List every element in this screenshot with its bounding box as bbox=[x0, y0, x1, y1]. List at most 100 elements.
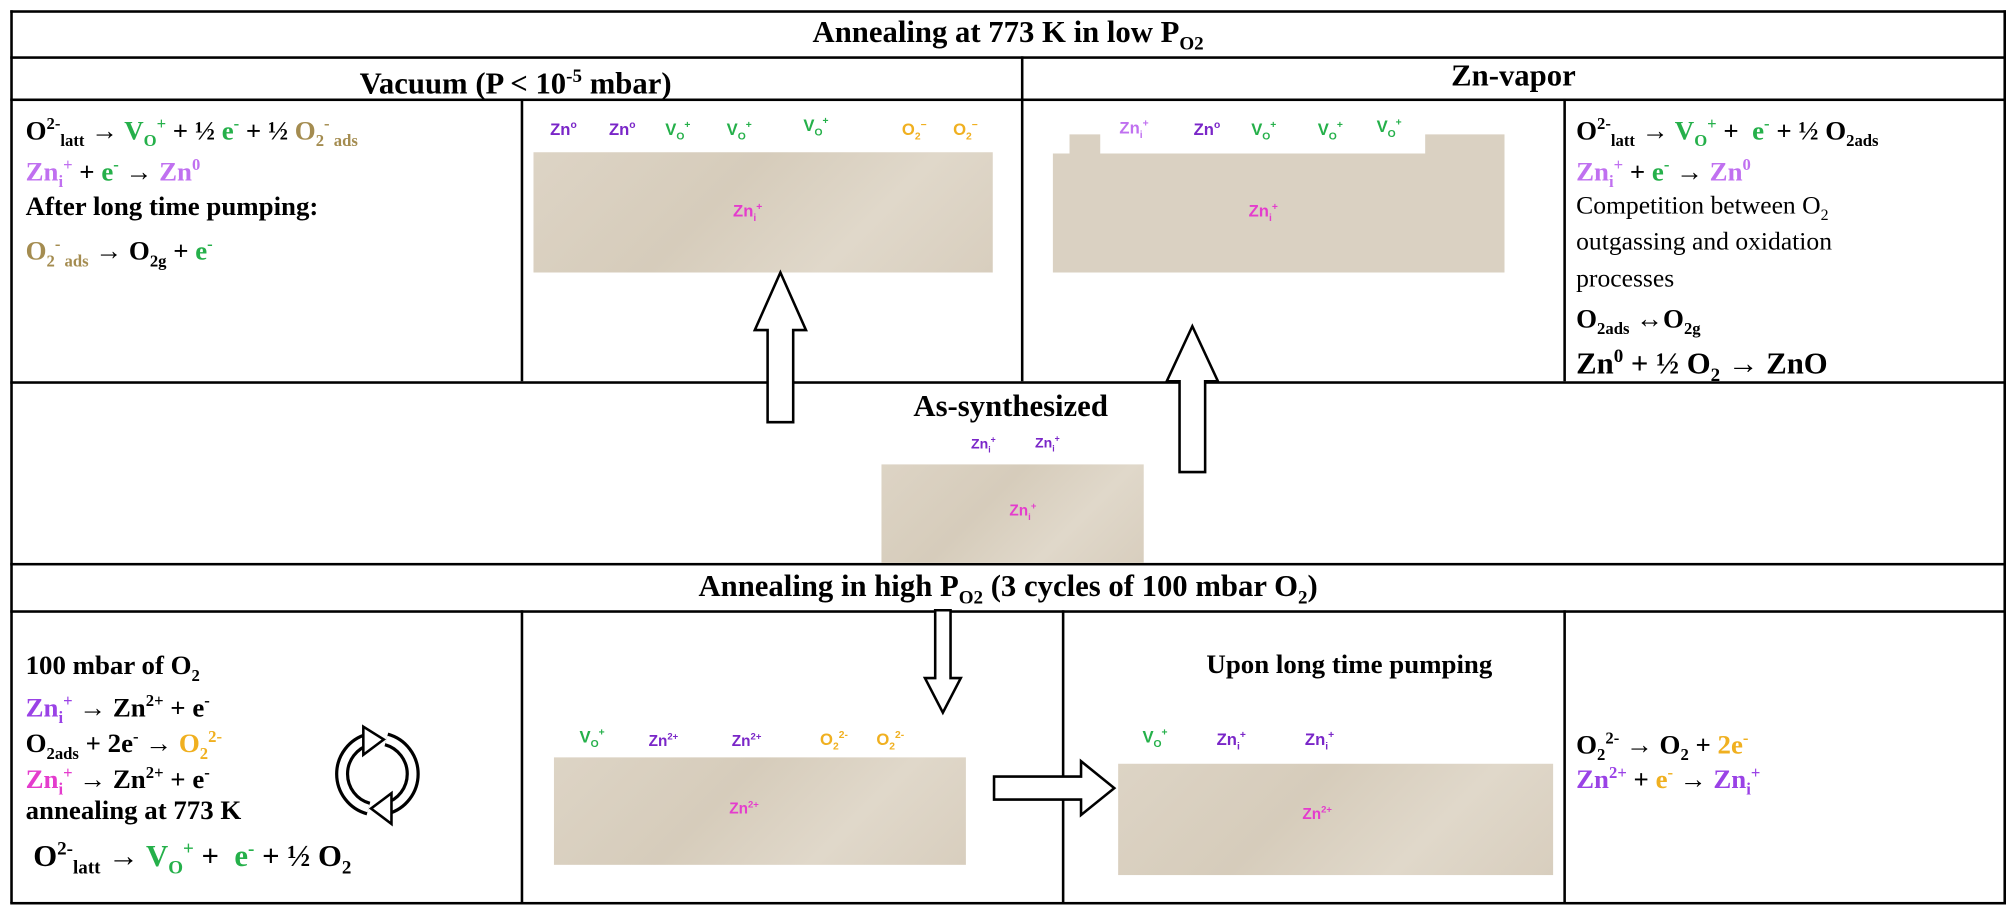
text-segment: + ½ O bbox=[1623, 347, 1711, 382]
equation: O2-latt → VO+ + e- + ½ O2 bbox=[25, 833, 351, 885]
text-segment: O2 bbox=[958, 588, 984, 609]
text-segment: − bbox=[971, 118, 978, 131]
text-segment: i bbox=[1052, 445, 1055, 454]
text-segment: O bbox=[876, 729, 890, 749]
equation: O2-latt → VO+ + e- + ½ O2ads bbox=[1576, 107, 1878, 157]
sample bbox=[1052, 134, 1505, 273]
text-segment: - bbox=[133, 726, 139, 746]
text-segment: Zn bbox=[1119, 118, 1140, 138]
surface-label: Zni+ bbox=[1035, 435, 1060, 454]
text-segment: + 2e bbox=[78, 727, 134, 759]
text-segment: Zn bbox=[25, 763, 59, 795]
text-segment: 2+ bbox=[750, 730, 762, 743]
cell-border bbox=[10, 562, 2006, 565]
text-segment: + bbox=[63, 690, 73, 711]
text-segment: Zn bbox=[1576, 156, 1610, 187]
text-segment: O bbox=[168, 858, 184, 879]
bulk-label: Zni+ bbox=[1249, 201, 1278, 224]
text-segment: O bbox=[25, 727, 47, 759]
text-segment: V bbox=[1317, 119, 1329, 139]
text-segment: O bbox=[1153, 738, 1162, 750]
text-segment: O bbox=[1328, 130, 1337, 142]
text-segment: O bbox=[820, 729, 834, 749]
surface-label: Zni+ bbox=[1119, 118, 1148, 141]
text-segment: → Zn bbox=[72, 763, 146, 795]
text-segment: Zn bbox=[1034, 435, 1053, 452]
bulk-label: Zn2+ bbox=[729, 798, 759, 817]
text-segment: - bbox=[1764, 113, 1770, 134]
text-segment: mbar) bbox=[582, 67, 672, 102]
text-segment: V bbox=[579, 727, 591, 747]
text-segment: - bbox=[113, 154, 119, 174]
text-segment: i bbox=[1236, 740, 1240, 753]
cell-border bbox=[10, 381, 2006, 384]
text-segment: 2ads bbox=[1846, 130, 1879, 150]
text-segment: + bbox=[1270, 118, 1277, 131]
equation: Zni+ → Zn2+ + e- bbox=[26, 756, 210, 806]
text-segment: 2- bbox=[1597, 113, 1611, 134]
main-title: Annealing at 773 K in low PO2 bbox=[10, 14, 2006, 64]
cell-border bbox=[1061, 610, 1064, 904]
text-segment: V bbox=[1251, 119, 1263, 139]
text-segment: After long time pumping: bbox=[25, 190, 319, 222]
surface-label: Zno bbox=[550, 119, 577, 139]
text-segment: + bbox=[756, 200, 763, 213]
surface-label: Zni+ bbox=[1217, 729, 1246, 752]
text-segment: ads bbox=[329, 130, 358, 150]
text-segment: i bbox=[988, 446, 991, 456]
surface-label: VO+ bbox=[1251, 119, 1276, 142]
text-segment: i bbox=[58, 707, 64, 727]
text-segment: Zn bbox=[608, 119, 630, 139]
cell-border bbox=[1563, 610, 1566, 904]
text-segment: 2- bbox=[1605, 727, 1620, 748]
text-segment: + bbox=[745, 118, 752, 131]
text-segment: → O bbox=[88, 235, 150, 267]
cell-border bbox=[10, 901, 2006, 904]
text-segment: 2- bbox=[57, 839, 74, 860]
text-segment: i bbox=[1139, 129, 1143, 141]
text-segment: − bbox=[920, 118, 927, 131]
text-segment: e bbox=[1651, 156, 1664, 187]
text-segment: Zn bbox=[159, 156, 192, 187]
surface-label: Zn2+ bbox=[649, 731, 679, 750]
text-segment: o bbox=[629, 118, 636, 131]
zn-vapor-title: Zn-vapor bbox=[1451, 60, 1576, 94]
text-segment: Zn bbox=[550, 119, 571, 139]
arrow-right bbox=[992, 758, 1117, 818]
cell-border bbox=[520, 610, 523, 904]
surface-label: VO+ bbox=[580, 727, 605, 750]
text-segment: Annealing at 773 K in low P bbox=[812, 16, 1180, 50]
text-segment: → bbox=[1634, 115, 1675, 146]
text-segment: + ½ bbox=[166, 115, 222, 146]
text-segment: - bbox=[1667, 762, 1674, 782]
text-segment: O bbox=[25, 840, 58, 874]
equation: Competition between O2 bbox=[1576, 189, 1828, 231]
surface-label: VO+ bbox=[1142, 727, 1167, 750]
equation: 100 mbar of O2 bbox=[26, 649, 200, 693]
text-segment: O bbox=[814, 126, 823, 139]
text-segment: V bbox=[1674, 115, 1695, 146]
text-segment: ↔O bbox=[1629, 303, 1684, 334]
text-segment: i bbox=[1028, 510, 1031, 523]
text-segment: 2 bbox=[1597, 744, 1606, 765]
text-segment: Zn bbox=[648, 731, 668, 750]
equation: O2ads + 2e- → O22- bbox=[26, 720, 222, 770]
text-segment: Vacuum (P < 10 bbox=[359, 67, 567, 102]
text-segment: 2+ bbox=[145, 690, 164, 711]
text-segment: + bbox=[63, 154, 73, 174]
text-segment: O bbox=[1576, 729, 1598, 760]
cell-border bbox=[10, 98, 2006, 101]
text-segment: V bbox=[1376, 116, 1388, 137]
text-segment: Zn bbox=[733, 201, 754, 221]
surface-label: Zni+ bbox=[1305, 729, 1334, 752]
text-segment: Zn bbox=[971, 437, 989, 453]
text-segment: ads bbox=[60, 250, 89, 271]
text-segment: O bbox=[25, 115, 47, 146]
text-segment: + bbox=[1623, 156, 1652, 187]
text-segment: 2+ bbox=[1321, 803, 1332, 815]
text-segment: 100 mbar of O bbox=[25, 649, 192, 681]
text-segment: Zn bbox=[25, 156, 59, 187]
text-segment: Zn bbox=[1302, 804, 1322, 823]
text-segment: + bbox=[1336, 118, 1343, 131]
